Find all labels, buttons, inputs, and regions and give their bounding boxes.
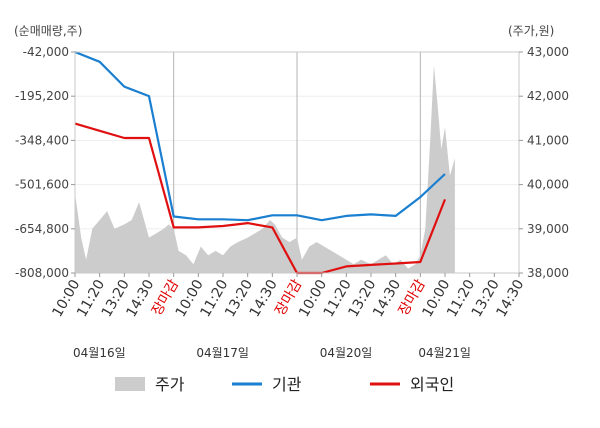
left-tick-label: -501,600 bbox=[15, 178, 69, 192]
right-axis-ticks: 43,000 42,000 41,000 40,000 39,000 38,000 bbox=[519, 45, 569, 280]
legend: 주가 기관 외국인 bbox=[115, 375, 454, 394]
right-tick-label: 41,000 bbox=[527, 133, 569, 147]
left-tick-label: -42,000 bbox=[23, 45, 69, 59]
x-axis-ticks: 10:0011:2013:2014:30장마감10:0011:2013:2014… bbox=[49, 273, 527, 320]
price-area bbox=[75, 65, 455, 273]
institution-series-line bbox=[74, 50, 446, 222]
date-label: 04월17일 bbox=[196, 346, 249, 360]
foreign-series-line bbox=[74, 122, 447, 275]
date-label: 04월16일 bbox=[73, 346, 126, 360]
left-axis-title: (순매매량,주) bbox=[14, 24, 82, 38]
legend-label: 기관 bbox=[272, 375, 302, 394]
left-tick-label: -808,000 bbox=[15, 266, 69, 280]
right-tick-label: 43,000 bbox=[527, 45, 569, 59]
price-area-path bbox=[75, 65, 455, 273]
legend-swatch-price bbox=[115, 377, 145, 391]
right-axis-title: (주가,원) bbox=[508, 24, 554, 38]
right-tick-label: 39,000 bbox=[527, 222, 569, 236]
right-tick-label: 40,000 bbox=[527, 178, 569, 192]
left-tick-label: -654,800 bbox=[15, 222, 69, 236]
left-axis-ticks: -42,000 -195,200 -348,400 -501,600 -654,800 -… bbox=[15, 45, 75, 280]
right-tick-label: 38,000 bbox=[527, 266, 569, 280]
left-tick-label: -195,200 bbox=[15, 89, 69, 103]
right-tick-label: 42,000 bbox=[527, 89, 569, 103]
date-label: 04월20일 bbox=[320, 346, 373, 360]
date-label: 04월21일 bbox=[418, 346, 471, 360]
legend-label: 외국인 bbox=[410, 375, 454, 394]
series-lines bbox=[74, 50, 447, 275]
legend-label: 주가 bbox=[155, 375, 185, 394]
date-labels: 04월16일 04월17일 04월20일 04월21일 bbox=[73, 346, 471, 360]
left-tick-label: -348,400 bbox=[15, 133, 69, 147]
